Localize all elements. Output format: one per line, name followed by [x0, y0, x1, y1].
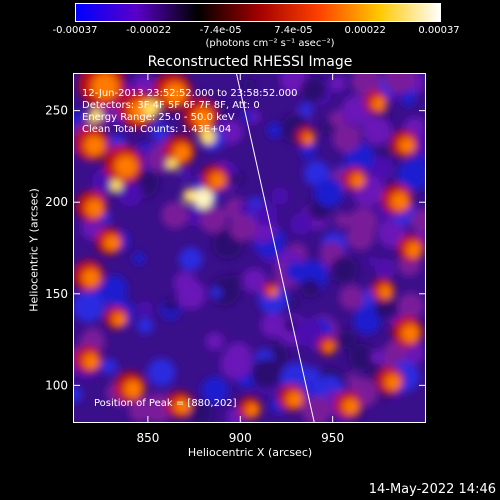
colorbar-tick-label: 7.4e-05 [274, 25, 313, 36]
info-detectors: Detectors: 3F 4F 5F 6F 7F 8F, Att: 0 [82, 100, 260, 111]
y-tick-label: 250 [45, 104, 68, 118]
peak-marker [193, 188, 214, 209]
y-tick-label: 200 [45, 195, 68, 209]
solar-limb-line [236, 74, 315, 422]
x-axis-label: Heliocentric X (arcsec) [187, 446, 313, 459]
plot-frame [73, 73, 426, 423]
info-method: Clean Total Counts: 1.43E+04 [82, 124, 232, 135]
footer-date: 14-May-2022 14:46 [368, 482, 496, 497]
info-time-range: 12-Jun-2013 23:52:52.000 to 23:58:52.000 [82, 88, 298, 99]
colorbar-tick-label: 0.00022 [344, 25, 386, 36]
info-peak-position: Position of Peak = [880,202] [94, 398, 237, 409]
colorbar-units: (photons cm⁻² s⁻¹ asec⁻²) [205, 38, 335, 49]
y-axis-label: Heliocentric Y (arcsec) [27, 188, 41, 312]
y-tick-label: 150 [45, 287, 68, 301]
colorbar-tick-label: 0.00037 [418, 25, 460, 36]
x-tick-label: 950 [321, 431, 344, 445]
x-tick-label: 900 [229, 431, 252, 445]
x-tick-label: 850 [136, 431, 159, 445]
colorbar [75, 3, 441, 22]
chart-title: Reconstructed RHESSI Image [147, 54, 353, 70]
colorbar-tick-label: -7.4e-05 [199, 25, 242, 36]
y-tick-label: 100 [45, 378, 68, 392]
image-map [74, 74, 425, 422]
colorbar-tick-label: -0.00037 [52, 25, 98, 36]
colorbar-tick-label: -0.00022 [126, 25, 172, 36]
info-energy-range: Energy Range: 25.0 - 50.0 keV [82, 112, 235, 123]
